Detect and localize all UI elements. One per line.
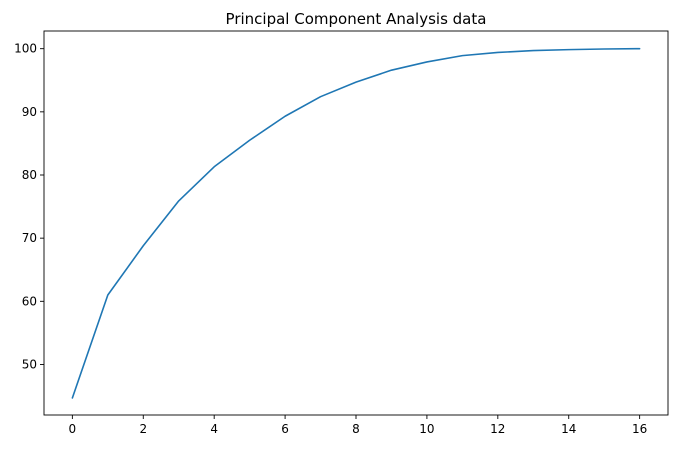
x-tick-label: 16 [632, 422, 647, 436]
y-tick-label: 70 [22, 231, 37, 245]
y-tick-label: 80 [22, 168, 37, 182]
x-tick-label: 12 [490, 422, 505, 436]
chart-title: Principal Component Analysis data [226, 10, 487, 28]
x-tick-label: 6 [281, 422, 289, 436]
y-tick-label: 60 [22, 294, 37, 308]
x-tick-label: 10 [419, 422, 434, 436]
x-tick-label: 4 [210, 422, 218, 436]
axes-frame [43, 30, 669, 416]
x-tick-label: 0 [69, 422, 77, 436]
x-tick-label: 14 [561, 422, 576, 436]
x-tick-label: 2 [139, 422, 147, 436]
x-tick-label: 8 [352, 422, 360, 436]
y-tick-label: 90 [22, 105, 37, 119]
y-tick-label: 100 [14, 42, 37, 56]
plot-area: 0 2 4 6 8 10 12 14 16 50 60 70 80 90 100 [14, 30, 669, 436]
series-line [71, 47, 641, 399]
y-tick-label: 50 [22, 357, 37, 371]
